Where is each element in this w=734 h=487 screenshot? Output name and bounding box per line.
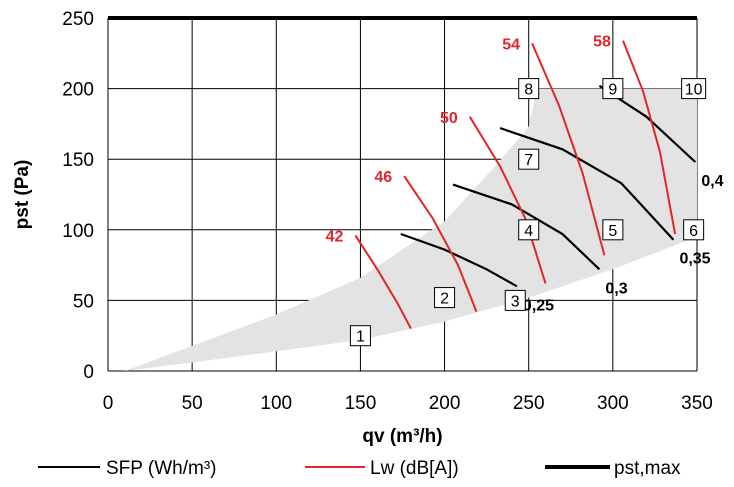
operating-point-label: 4 bbox=[524, 223, 533, 240]
x-tick-label: 100 bbox=[260, 393, 292, 414]
sfp-label: 0,35 bbox=[679, 251, 710, 268]
lw-curve bbox=[468, 116, 547, 284]
operating-envelope bbox=[124, 88, 698, 371]
y-tick-label: 50 bbox=[73, 291, 94, 312]
operating-point-label: 8 bbox=[524, 82, 533, 99]
x-tick-label: 250 bbox=[513, 393, 545, 414]
legend-label-pst_max: pst,max bbox=[614, 458, 681, 479]
sfp-curve bbox=[499, 127, 675, 241]
y-tick-label: 100 bbox=[62, 221, 94, 242]
operating-point-box bbox=[681, 78, 707, 100]
operating-point-box bbox=[518, 219, 540, 241]
operating-point-label: 5 bbox=[608, 223, 617, 240]
operating-point-box bbox=[683, 219, 705, 241]
legend-label-lw: Lw (dB[A]) bbox=[370, 458, 459, 479]
operating-points: 1 2 3 4 5 6 7 8 9 10 bbox=[349, 78, 707, 347]
y-tick-label: 250 bbox=[62, 9, 94, 30]
y-tick-label: 150 bbox=[62, 150, 94, 171]
operating-point-box bbox=[434, 287, 456, 309]
x-tick-label: 300 bbox=[597, 393, 629, 414]
lw-label: 46 bbox=[374, 169, 392, 186]
legend-label-sfp: SFP (Wh/m³) bbox=[106, 458, 216, 479]
operating-point-box bbox=[602, 219, 624, 241]
operating-point-box bbox=[518, 148, 540, 170]
operating-point-box bbox=[504, 289, 526, 311]
lw-curve bbox=[622, 40, 677, 235]
operating-point-box bbox=[602, 78, 624, 100]
lw-label: 42 bbox=[326, 228, 344, 245]
x-axis-title: qv (m³/h) bbox=[362, 426, 442, 447]
operating-point-label: 2 bbox=[440, 291, 449, 308]
envelope-area bbox=[124, 88, 698, 371]
operating-point-label: 1 bbox=[356, 329, 365, 346]
x-tick-label: 50 bbox=[182, 393, 203, 414]
lw-label: 54 bbox=[502, 36, 520, 53]
x-tick-label: 0 bbox=[103, 393, 114, 414]
legend: SFP (Wh/m³) Lw (dB[A]) pst,max bbox=[38, 458, 681, 479]
x-tick-label: 350 bbox=[681, 393, 713, 414]
sfp-label: 0,3 bbox=[605, 280, 627, 297]
operating-point-label: 3 bbox=[511, 293, 520, 310]
lw-curve bbox=[531, 43, 606, 256]
lw-label: 50 bbox=[440, 110, 458, 127]
lw-curve bbox=[354, 234, 412, 330]
x-tick-label: 150 bbox=[345, 393, 377, 414]
operating-point-label: 9 bbox=[608, 82, 617, 99]
sfp-label: 0,25 bbox=[523, 297, 554, 314]
lw-label: 58 bbox=[593, 34, 611, 51]
operating-point-box bbox=[518, 78, 540, 100]
operating-point-label: 7 bbox=[524, 152, 533, 169]
sfp-curve bbox=[400, 232, 518, 288]
operating-point-label: 6 bbox=[689, 223, 698, 240]
y-tick-label: 200 bbox=[62, 80, 94, 101]
lw-curve bbox=[403, 175, 478, 313]
y-tick-label: 0 bbox=[83, 362, 94, 383]
sfp-label: 0,4 bbox=[701, 173, 723, 190]
x-tick-label: 200 bbox=[429, 393, 461, 414]
operating-point-box bbox=[349, 325, 371, 347]
sfp-curve bbox=[452, 183, 601, 271]
operating-point-label: 10 bbox=[685, 82, 703, 99]
y-axis-title: pst (Pa) bbox=[12, 160, 33, 230]
